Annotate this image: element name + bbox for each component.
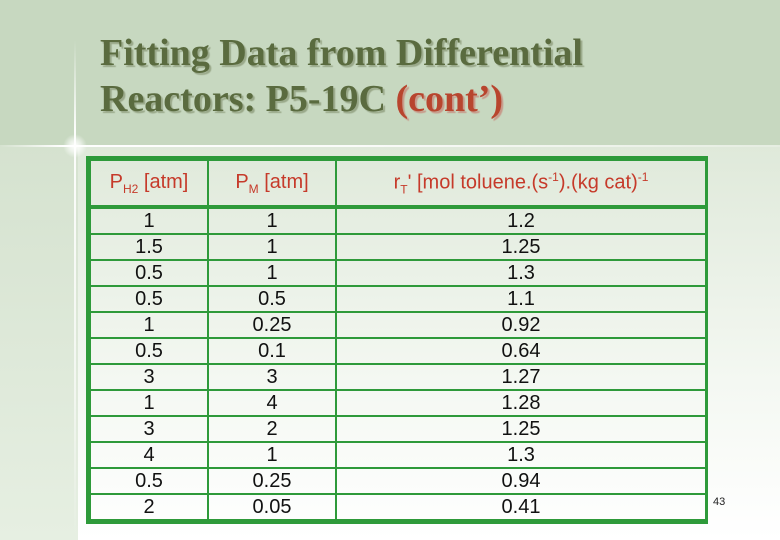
cell-p-h2: 0.5 — [89, 467, 209, 495]
cell-rate: 1.2 — [335, 206, 707, 235]
table-row: 0.5 0.1 0.64 — [89, 337, 707, 365]
cell-rate: 0.92 — [335, 311, 707, 339]
cell-rate: 1.3 — [335, 441, 707, 469]
horizontal-decor-line — [0, 145, 780, 147]
cell-p-m: 0.05 — [207, 493, 337, 521]
header-p-m: PM [atm] — [207, 159, 337, 209]
table-row: 2 0.05 0.41 — [89, 493, 707, 521]
table-row: 0.5 0.5 1.1 — [89, 285, 707, 313]
table-header-row: PH2 [atm] PM [atm] rT' [mol toluene.(s-1… — [89, 159, 707, 209]
table-row: 1.5 1 1.25 — [89, 233, 707, 261]
header-band — [0, 0, 780, 145]
cell-p-h2: 0.5 — [89, 285, 209, 313]
title-accent: (cont’) — [395, 78, 504, 120]
table-row: 1 1 1.2 — [89, 206, 707, 235]
cell-p-m: 2 — [207, 415, 337, 443]
vertical-decor-line — [74, 40, 76, 540]
title-line-1: Fitting Data from Differential — [100, 32, 583, 74]
cell-p-m: 3 — [207, 363, 337, 391]
cell-p-h2: 0.5 — [89, 337, 209, 365]
cell-p-h2: 4 — [89, 441, 209, 469]
title-line-2: Reactors: P5-19C — [100, 78, 396, 120]
cell-p-m: 0.1 — [207, 337, 337, 365]
cell-rate: 1.25 — [335, 233, 707, 261]
table-row: 3 3 1.27 — [89, 363, 707, 391]
cell-p-h2: 1 — [89, 206, 209, 235]
data-table-frame: PH2 [atm] PM [atm] rT' [mol toluene.(s-1… — [86, 156, 708, 524]
cell-rate: 1.28 — [335, 389, 707, 417]
cell-p-m: 0.25 — [207, 467, 337, 495]
cell-p-h2: 0.5 — [89, 259, 209, 287]
cell-rate: 1.27 — [335, 363, 707, 391]
cell-rate: 0.64 — [335, 337, 707, 365]
cell-p-m: 4 — [207, 389, 337, 417]
cell-p-m: 1 — [207, 441, 337, 469]
left-decor-strip — [0, 145, 78, 540]
cell-p-m: 1 — [207, 206, 337, 235]
cell-p-h2: 3 — [89, 415, 209, 443]
cell-p-m: 0.5 — [207, 285, 337, 313]
table-row: 0.5 0.25 0.94 — [89, 467, 707, 495]
cell-p-m: 1 — [207, 259, 337, 287]
table-row: 1 4 1.28 — [89, 389, 707, 417]
data-table: PH2 [atm] PM [atm] rT' [mol toluene.(s-1… — [89, 159, 707, 521]
table-row: 4 1 1.3 — [89, 441, 707, 469]
cell-p-h2: 1 — [89, 389, 209, 417]
cell-p-h2: 1.5 — [89, 233, 209, 261]
cell-p-h2: 2 — [89, 493, 209, 521]
header-p-h2: PH2 [atm] — [89, 159, 209, 209]
slide-title: Fitting Data from Differential Reactors:… — [100, 30, 583, 122]
cell-rate: 1.1 — [335, 285, 707, 313]
header-rate: rT' [mol toluene.(s-1).(kg cat)-1 — [335, 159, 707, 209]
cell-p-m: 0.25 — [207, 311, 337, 339]
table-row: 0.5 1 1.3 — [89, 259, 707, 287]
cell-rate: 0.94 — [335, 467, 707, 495]
cell-rate: 1.3 — [335, 259, 707, 287]
cell-rate: 1.25 — [335, 415, 707, 443]
cell-rate: 0.41 — [335, 493, 707, 521]
table-row: 1 0.25 0.92 — [89, 311, 707, 339]
cell-p-h2: 1 — [89, 311, 209, 339]
page-number: 43 — [713, 496, 726, 508]
cell-p-h2: 3 — [89, 363, 209, 391]
table-row: 3 2 1.25 — [89, 415, 707, 443]
cell-p-m: 1 — [207, 233, 337, 261]
sparkle-decor — [63, 134, 87, 158]
